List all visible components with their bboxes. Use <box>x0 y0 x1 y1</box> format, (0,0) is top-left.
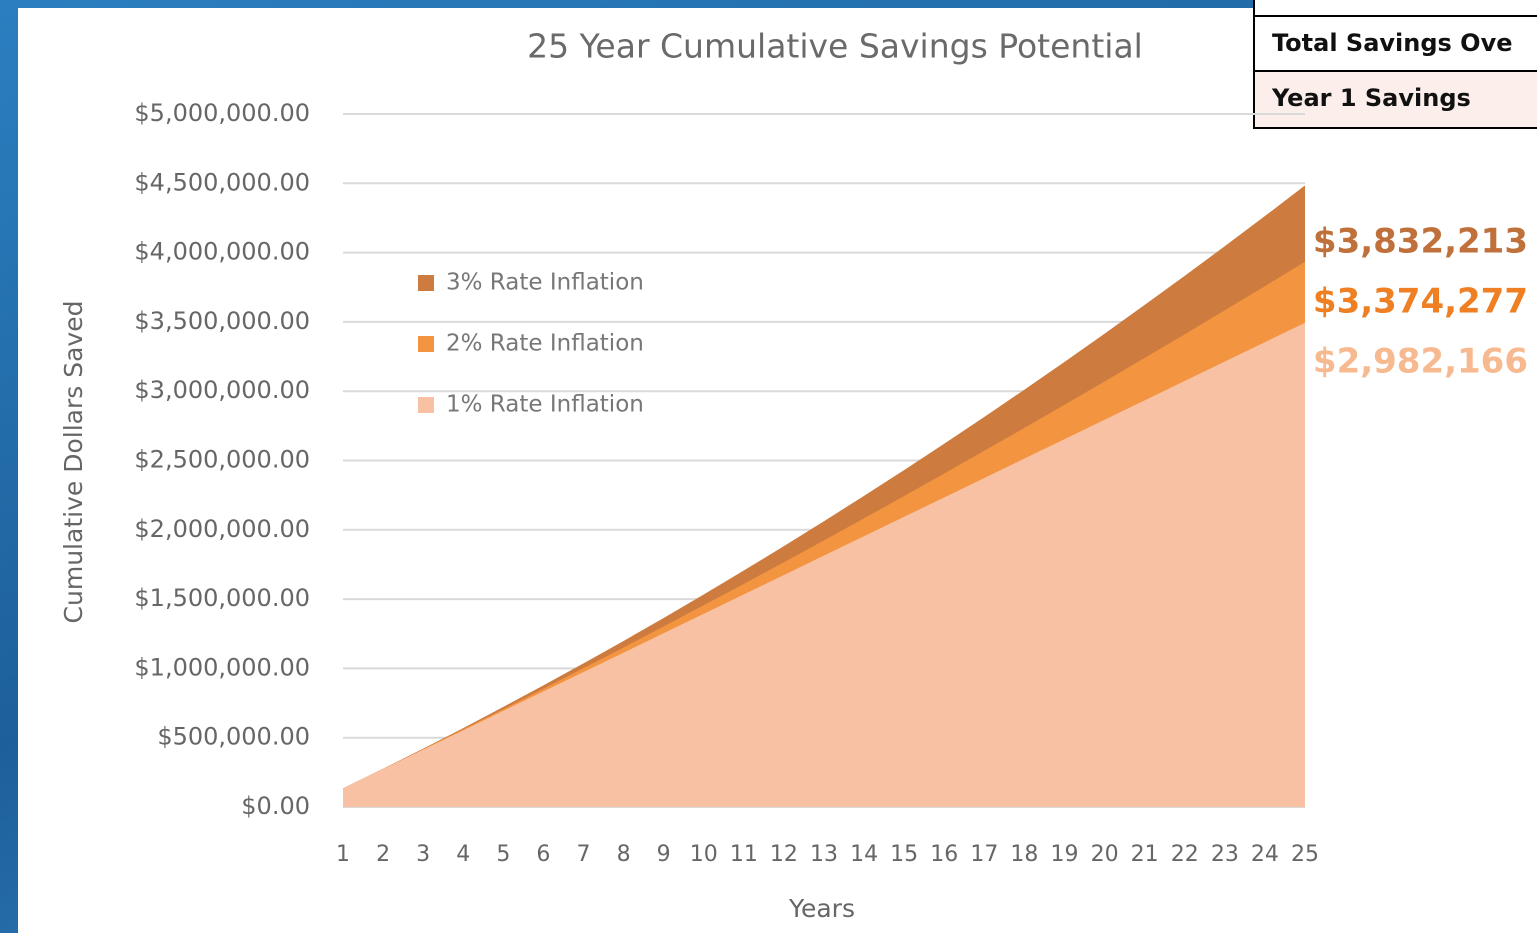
legend-swatch <box>418 275 434 291</box>
x-tick-label: 16 <box>930 842 958 867</box>
x-tick-label: 24 <box>1251 842 1279 867</box>
x-tick-label: 1 <box>336 842 350 867</box>
x-tick-label: 9 <box>657 842 671 867</box>
annotation: $3,374,277 <box>1313 282 1528 322</box>
annotation: $2,982,166 <box>1313 342 1528 382</box>
chart-title: 25 Year Cumulative Savings Potential <box>527 27 1143 66</box>
x-tick-label: 6 <box>536 842 550 867</box>
area-line <box>342 322 1306 790</box>
x-tick-label: 22 <box>1171 842 1199 867</box>
y-tick-label: $3,500,000.00 <box>134 307 310 335</box>
y-tick-label: $1,000,000.00 <box>134 653 310 681</box>
legend-swatch <box>418 397 434 413</box>
area-line <box>342 261 1306 790</box>
annotation: $3,832,213 <box>1313 222 1528 262</box>
table: Total Savings Ove Year 1 Savings <box>1253 0 1537 129</box>
x-tick-label: 13 <box>810 842 838 867</box>
area-fill <box>343 323 1305 807</box>
table-cell: Year 1 Savings <box>1271 84 1471 112</box>
x-tick-label: 11 <box>730 842 758 867</box>
x-tick-label: 15 <box>890 842 918 867</box>
legend-label: 3% Rate Inflation <box>446 270 644 296</box>
table-row <box>1253 15 1537 72</box>
x-tick-label: 17 <box>970 842 998 867</box>
x-tick-label: 2 <box>376 842 390 867</box>
x-tick-label: 14 <box>850 842 878 867</box>
legend-label: 1% Rate Inflation <box>446 392 644 418</box>
x-tick-label: 8 <box>617 842 631 867</box>
legend-label: 2% Rate Inflation <box>446 331 644 357</box>
x-tick-label: 23 <box>1211 842 1239 867</box>
y-tick-label: $2,500,000.00 <box>134 446 310 474</box>
x-tick-label: 21 <box>1131 842 1159 867</box>
x-tick-label: 10 <box>690 842 718 867</box>
x-tick-label: 12 <box>770 842 798 867</box>
y-tick-label: $3,000,000.00 <box>134 376 310 404</box>
y-tick-label: $4,500,000.00 <box>134 168 310 196</box>
legend-swatch <box>418 336 434 352</box>
x-tick-label: 5 <box>496 842 510 867</box>
x-tick-label: 7 <box>577 842 591 867</box>
y-tick-label: $1,500,000.00 <box>134 584 310 612</box>
x-axis-label: Years <box>788 894 855 923</box>
x-tick-label: 18 <box>1010 842 1038 867</box>
y-tick-label: $2,000,000.00 <box>134 515 310 543</box>
x-tick-label: 4 <box>456 842 470 867</box>
x-tick-label: 20 <box>1091 842 1119 867</box>
y-axis-label: Cumulative Dollars Saved <box>59 301 88 624</box>
area-line <box>342 185 1306 790</box>
table-row <box>1253 70 1537 129</box>
x-tick-label: 3 <box>416 842 430 867</box>
x-tick-label: 25 <box>1291 842 1319 867</box>
y-tick-label: $4,000,000.00 <box>134 238 310 266</box>
x-tick-label: 19 <box>1051 842 1079 867</box>
y-tick-label: $0.00 <box>241 792 310 820</box>
table-cell: Total Savings Ove <box>1272 29 1513 57</box>
table-row <box>1253 0 1537 17</box>
y-tick-label: $5,000,000.00 <box>134 99 310 127</box>
y-tick-label: $500,000.00 <box>157 723 310 751</box>
